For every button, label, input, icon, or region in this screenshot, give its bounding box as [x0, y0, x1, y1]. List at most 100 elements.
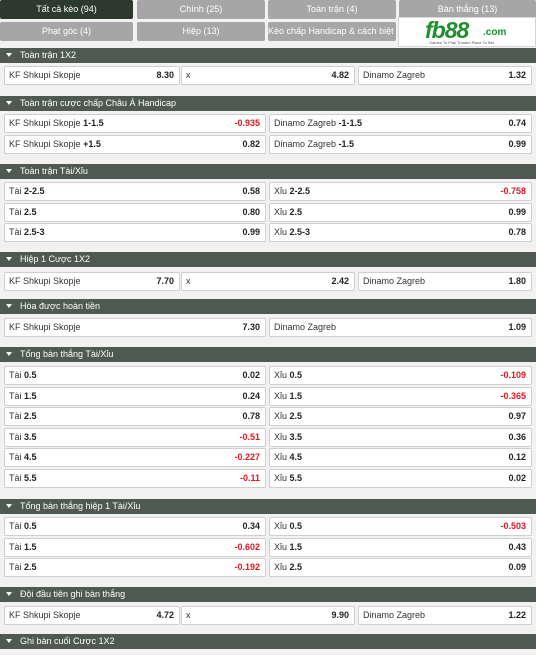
- caret-down-icon: [6, 53, 12, 57]
- odds-cell[interactable]: Xỉu 2.5 0.97: [269, 407, 532, 426]
- section-header[interactable]: Ghi bàn cuối Cược 1X2: [0, 634, 536, 649]
- odds-cell[interactable]: Tài 3.5 -0.51: [4, 427, 266, 447]
- odds-cell[interactable]: KF Shkupi Skopje 7.70: [4, 272, 180, 291]
- section-header[interactable]: Toàn trận cược chấp Châu Á Handicap: [0, 96, 536, 111]
- logo-suffix: .com: [483, 27, 507, 38]
- odds-cell[interactable]: Xỉu 2-2.5 -0.758: [269, 182, 532, 201]
- tab-7[interactable]: Kèo chấp Handicap & cách biệt (2): [268, 22, 396, 41]
- odds-cell[interactable]: Dinamo Zagreb 1.80: [358, 272, 532, 291]
- odds-value: 1.80: [508, 276, 526, 286]
- odds-value: -0.227: [234, 452, 260, 462]
- selection-name: KF Shkupi Skopje: [9, 610, 81, 620]
- odds-cell[interactable]: Xỉu 2.5 0.09: [269, 558, 532, 577]
- odds-cell[interactable]: Dinamo Zagreb -1-1.5 0.74: [269, 114, 532, 133]
- odds-cell[interactable]: Xỉu 2.5-3 0.78: [269, 223, 532, 242]
- section-header[interactable]: Hòa được hoàn tiền: [0, 299, 536, 314]
- section-header[interactable]: Toàn trận Tài/Xỉu: [0, 164, 536, 179]
- odds-cell[interactable]: Dinamo Zagreb -1.5 0.99: [269, 134, 532, 154]
- odds-cell[interactable]: Tài 1.5 0.24: [4, 386, 266, 406]
- selection-name: Tài: [9, 472, 22, 483]
- odds-cell[interactable]: Xỉu 0.5 -0.109: [269, 366, 532, 385]
- section-title: Ghi bàn cuối Cược 1X2: [20, 636, 115, 646]
- odds-cell[interactable]: Tài 0.5 0.34: [4, 517, 266, 536]
- selection-line: +1.5: [83, 138, 101, 149]
- selection-label: Dinamo Zagreb -1.5: [274, 136, 354, 153]
- tab-2[interactable]: Chính (25): [137, 0, 265, 19]
- odds-cell[interactable]: Tài 2.5 0.80: [4, 202, 266, 222]
- odds-cell[interactable]: Xỉu 0.5 -0.503: [269, 517, 532, 536]
- odds-cell[interactable]: Tài 0.5 0.02: [4, 366, 266, 385]
- tab-5[interactable]: Phạt góc (4): [0, 22, 133, 41]
- odds-cell[interactable]: Tài 2.5 0.78: [4, 407, 266, 426]
- section-header[interactable]: Tổng bàn thắng Tài/Xỉu: [0, 347, 536, 362]
- selection-label: KF Shkupi Skopje: [9, 319, 81, 336]
- odds-cell[interactable]: Xỉu 3.5 0.36: [269, 427, 532, 447]
- odds-cell[interactable]: x 9.90: [181, 606, 355, 625]
- odds-cell[interactable]: Tài 4.5 -0.227: [4, 448, 266, 467]
- section-header[interactable]: Tổng bàn thắng hiệp 1 Tài/Xỉu: [0, 499, 536, 514]
- section-header[interactable]: Toàn trận 1X2: [0, 48, 536, 63]
- tab-4[interactable]: Bàn thắng (13): [399, 0, 536, 19]
- odds-value: 2.42: [331, 276, 349, 286]
- selection-name: KF Shkupi Skopje: [9, 118, 81, 128]
- odds-cell[interactable]: Xỉu 1.5 0.43: [269, 537, 532, 557]
- selection-name: Xỉu: [274, 390, 288, 401]
- odds-cell[interactable]: Tài 2.5-3 0.99: [4, 223, 266, 242]
- market-tabs: Tất cả kèo (94) Chính (25) Toàn trận (4) Bà…: [0, 0, 536, 44]
- tab-3[interactable]: Toàn trận (4): [268, 0, 396, 19]
- odds-cell[interactable]: Tài 2.5 -0.192: [4, 558, 266, 577]
- selection-label: Xỉu 2.5: [274, 559, 302, 576]
- selection-name: Tài: [9, 390, 22, 401]
- odds-cell[interactable]: Dinamo Zagreb 1.32: [358, 66, 532, 85]
- tab-6[interactable]: Hiệp (13): [137, 22, 265, 41]
- selection-name: Dinamo Zagreb: [274, 118, 337, 128]
- selection-label: Tài 4.5: [9, 449, 37, 466]
- odds-cell[interactable]: Tài 2-2.5 0.58: [4, 182, 266, 201]
- caret-down-icon: [6, 304, 12, 308]
- odds-cell[interactable]: Tài 5.5 -0.11: [4, 468, 266, 488]
- odds-cell[interactable]: Xỉu 5.5 0.02: [269, 468, 532, 488]
- selection-label: Tài 2.5: [9, 204, 37, 221]
- selection-label: KF Shkupi Skopje +1.5: [9, 136, 101, 153]
- odds-cell[interactable]: KF Shkupi Skopje 4.72: [4, 606, 180, 625]
- section-header[interactable]: Đội đầu tiên ghi bàn thắng: [0, 587, 536, 602]
- odds-cell[interactable]: x 2.42: [181, 272, 355, 291]
- odds-cell[interactable]: KF Shkupi Skopje 1-1.5 -0.935: [4, 114, 266, 133]
- selection-label: Dinamo Zagreb: [363, 273, 425, 290]
- odds-value: 4.82: [331, 70, 349, 80]
- selection-name: Dinamo Zagreb: [363, 70, 426, 80]
- odds-cell[interactable]: Dinamo Zagreb 1.09: [269, 318, 532, 337]
- caret-down-icon: [6, 257, 12, 261]
- odds-cell[interactable]: KF Shkupi Skopje 7.30: [4, 318, 266, 337]
- odds-value: 1.32: [508, 70, 526, 80]
- odds-cell[interactable]: x 4.82: [181, 66, 355, 85]
- selection-line: 4.5: [289, 452, 303, 462]
- selection-label: Tài 0.5: [9, 518, 37, 535]
- selection-name: x: [186, 276, 191, 286]
- odds-cell[interactable]: Xỉu 1.5 -0.365: [269, 386, 532, 406]
- odds-value: 7.70: [156, 276, 174, 286]
- section-header[interactable]: Hiệp 1 Cược 1X2: [0, 252, 536, 267]
- selection-label: Xỉu 5.5: [274, 470, 302, 487]
- selection-line: 2-2.5: [289, 186, 311, 196]
- odds-cell[interactable]: Tài 1.5 -0.602: [4, 537, 266, 557]
- selection-name: Xỉu: [274, 562, 288, 572]
- odds-cell[interactable]: Xỉu 4.5 0.12: [269, 448, 532, 467]
- selection-label: Tài 2.5-3: [9, 224, 45, 241]
- odds-value: 0.12: [508, 452, 526, 462]
- selection-name: KF Shkupi Skopje: [9, 70, 81, 80]
- odds-cell[interactable]: Dinamo Zagreb 1.22: [358, 606, 532, 625]
- selection-line: -1-1.5: [338, 118, 363, 128]
- odds-cell[interactable]: Xỉu 2.5 0.99: [269, 202, 532, 222]
- tab-1[interactable]: Tất cả kèo (94): [0, 0, 133, 19]
- selection-line: 1.5: [289, 541, 303, 552]
- odds-cell[interactable]: KF Shkupi Skopje 8.30: [4, 66, 180, 85]
- selection-line: 1.5: [24, 390, 37, 401]
- selection-line: 1.5: [289, 390, 303, 401]
- caret-down-icon: [6, 639, 12, 643]
- odds-value: -0.365: [500, 390, 526, 401]
- odds-cell[interactable]: KF Shkupi Skopje +1.5 0.82: [4, 134, 266, 154]
- selection-name: Tài: [9, 186, 22, 196]
- selection-name: Xỉu: [274, 411, 288, 421]
- selection-line: 2.5: [289, 411, 303, 421]
